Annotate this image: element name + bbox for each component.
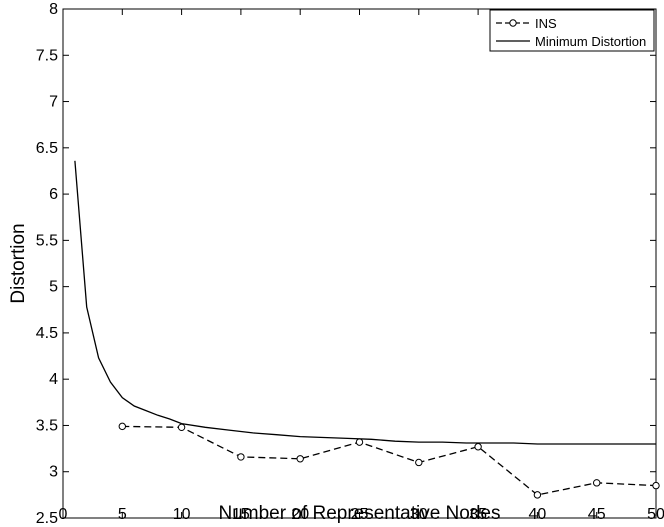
x-tick-label: 25	[351, 506, 369, 523]
y-tick-label: 7	[49, 94, 58, 111]
ins-data-point	[652, 481, 660, 490]
y-tick-label: 3	[49, 464, 58, 481]
ins-data-point	[593, 479, 601, 487]
ins-data-point	[474, 443, 482, 451]
legend-marker	[509, 19, 517, 27]
y-tick-label: 3.5	[36, 417, 58, 434]
x-tick-label: 10	[173, 506, 191, 523]
y-axis-title: Distortion	[8, 223, 29, 303]
x-tick-label: 50	[647, 506, 664, 523]
y-tick-label: 8	[49, 1, 58, 18]
y-tick-label: 5	[49, 279, 58, 296]
x-axis-title: Number of Representative Nodes	[219, 503, 501, 524]
legend-box	[489, 9, 655, 52]
ins-data-point	[237, 453, 245, 461]
y-tick-label: 6.5	[36, 140, 58, 157]
ins-data-point	[355, 438, 364, 446]
x-tick-label: 5	[118, 506, 127, 523]
ins-data-point	[415, 458, 423, 467]
legend-label: INS	[535, 16, 557, 31]
legend: INS Minimum Distortion	[489, 9, 655, 52]
x-tick-label: 40	[529, 506, 547, 523]
series-layer	[74, 160, 660, 499]
y-tick-label: 7.5	[36, 47, 58, 64]
y-tick-label: 4	[49, 371, 58, 388]
x-tick-label: 20	[291, 506, 309, 523]
x-tick-label: 15	[232, 506, 250, 523]
y-axis: 2.5 3 3.5 4 4.5 5 5.5 6 6.5 7 7.5 8	[36, 1, 656, 527]
y-tick-label: 6	[49, 186, 58, 203]
ins-data-point	[118, 422, 127, 431]
y-tick-label: 4.5	[36, 325, 58, 342]
x-axis: 0 5 10 15 20 25 30 35 40 45 50	[59, 9, 664, 523]
y-tick-label: 2.5	[36, 510, 58, 527]
x-tick-label: 30	[410, 506, 428, 523]
legend-label: Minimum Distortion	[535, 34, 646, 49]
series-line-ins	[122, 425, 657, 496]
ins-data-point	[296, 455, 304, 463]
y-tick-label: 5.5	[36, 232, 58, 249]
x-tick-label: 0	[59, 506, 68, 523]
plot-area	[62, 8, 657, 519]
ins-data-point	[177, 423, 186, 432]
series-line-minimum-distortion	[74, 160, 656, 445]
ins-data-point	[533, 491, 542, 499]
x-tick-label: 45	[588, 506, 606, 523]
x-tick-label: 35	[469, 506, 487, 523]
